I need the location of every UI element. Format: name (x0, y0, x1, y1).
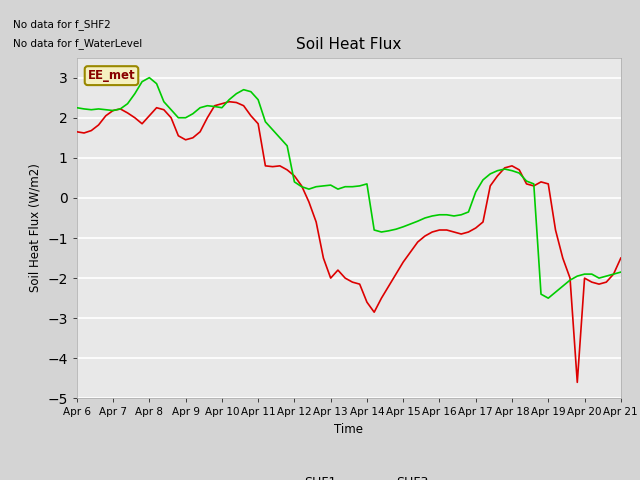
Y-axis label: Soil Heat Flux (W/m2): Soil Heat Flux (W/m2) (29, 164, 42, 292)
Text: No data for f_WaterLevel: No data for f_WaterLevel (13, 38, 142, 49)
Title: Soil Heat Flux: Soil Heat Flux (296, 37, 401, 52)
Text: No data for f_SHF2: No data for f_SHF2 (13, 19, 111, 30)
Text: EE_met: EE_met (88, 69, 135, 82)
Legend: SHF1, SHF3: SHF1, SHF3 (264, 471, 434, 480)
X-axis label: Time: Time (334, 423, 364, 436)
